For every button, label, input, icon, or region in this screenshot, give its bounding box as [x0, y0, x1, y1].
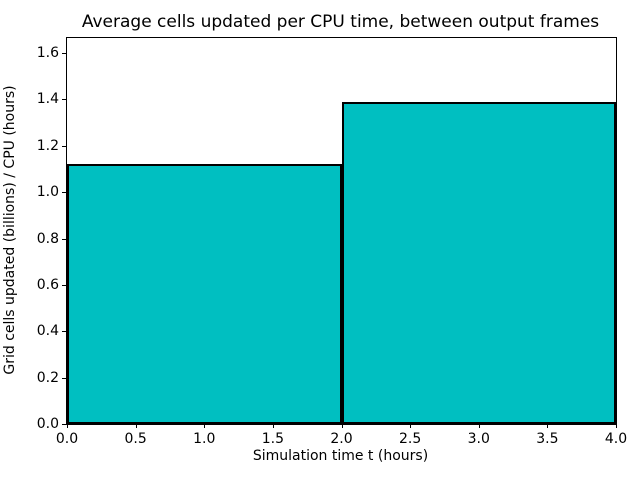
y-tick-label: 0.4 [36, 323, 59, 340]
plot-area [66, 37, 617, 425]
y-tick-mark [62, 377, 66, 379]
y-tick-mark [62, 284, 66, 286]
y-tick-label: 0.2 [36, 369, 59, 386]
y-tick-label: 0.6 [36, 276, 59, 293]
y-tick-label: 1.6 [36, 45, 59, 62]
x-tick-label: 1.0 [193, 431, 216, 447]
x-tick-label: 3.5 [536, 431, 559, 447]
x-axis-label: Simulation time t (hours) [252, 448, 429, 464]
y-tick-mark [62, 424, 66, 425]
bar [341, 101, 616, 424]
y-tick-mark [62, 53, 66, 55]
y-tick-mark [62, 331, 66, 333]
y-tick-label: 1.0 [36, 184, 59, 201]
x-tick-mark [204, 424, 206, 428]
y-tick-label: 0.8 [36, 230, 59, 247]
y-tick-mark [62, 192, 66, 194]
x-tick-label: 4.0 [604, 431, 628, 447]
x-tick-mark [67, 424, 68, 428]
y-tick-label: 1.4 [36, 91, 59, 108]
x-tick-mark [272, 424, 274, 428]
x-tick-mark [547, 424, 549, 428]
x-tick-mark [341, 424, 343, 428]
x-tick-label: 0.0 [55, 431, 79, 447]
y-tick-label: 1.2 [36, 137, 59, 154]
bar [67, 164, 342, 424]
y-tick-label: 0.0 [36, 416, 59, 432]
chart-title: Average cells updated per CPU time, betw… [81, 12, 600, 32]
y-tick-mark [62, 238, 66, 240]
y-tick-mark [62, 99, 66, 101]
x-tick-label: 2.0 [330, 431, 353, 447]
x-tick-label: 3.0 [467, 431, 490, 447]
x-tick-mark [478, 424, 480, 428]
x-tick-mark [410, 424, 412, 428]
x-tick-label: 0.5 [124, 431, 147, 447]
y-axis-label: Grid cells updated (billions) / CPU (hou… [2, 85, 18, 375]
y-tick-mark [62, 145, 66, 147]
x-tick-mark [616, 424, 617, 428]
x-tick-label: 2.5 [398, 431, 422, 447]
x-tick-mark [135, 424, 137, 428]
x-tick-label: 1.5 [261, 431, 285, 447]
